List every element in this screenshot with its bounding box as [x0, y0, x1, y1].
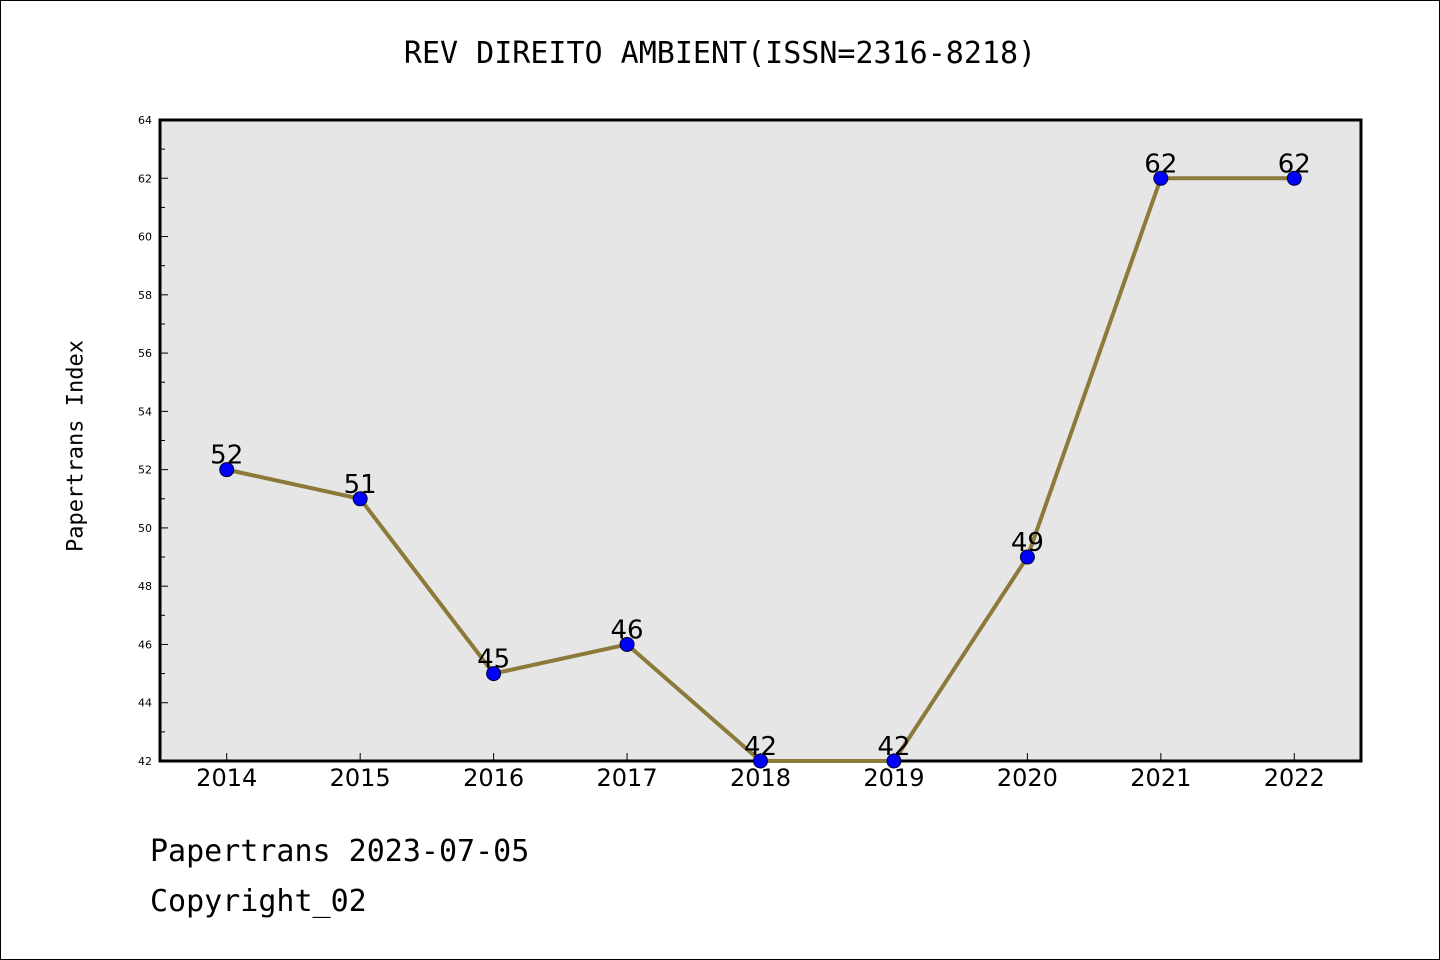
data-label: 62: [1278, 149, 1311, 179]
data-point: [1153, 170, 1169, 186]
x-tick-label: 2014: [196, 764, 257, 792]
data-point: [753, 753, 768, 769]
y-tick-label: 62: [138, 172, 152, 185]
y-tick-label: 46: [138, 638, 152, 651]
data-label: 45: [477, 645, 510, 675]
y-tick-label: 52: [138, 464, 152, 477]
x-tick-label: 2022: [1264, 764, 1325, 792]
x-tick-label: 2017: [597, 764, 658, 792]
y-tick-label: 50: [138, 522, 152, 535]
x-tick-label: 2018: [730, 764, 791, 792]
y-tick-label: 64: [138, 114, 152, 127]
data-point: [219, 462, 235, 478]
data-label: 52: [210, 441, 243, 471]
footer-date: Papertrans 2023-07-05: [150, 834, 530, 869]
x-tick-label: 2019: [863, 764, 924, 792]
x-tick-label: 2015: [330, 764, 391, 792]
data-point: [886, 753, 902, 769]
y-axis-ticks: 42 44 46 48 50 52 54 56 58 60 62 64: [138, 114, 168, 768]
x-axis-ticks: 2014 2015 2016 2017 2018 2019 2020 2021 2022: [196, 753, 1325, 792]
footer-copyright: Copyright_02: [150, 884, 367, 919]
y-tick-label: 58: [138, 289, 152, 302]
y-tick-label: 42: [138, 755, 152, 768]
x-tick-label: 2021: [1130, 764, 1191, 792]
x-tick-label: 2016: [463, 764, 524, 792]
data-point: [486, 666, 502, 682]
data-label: 62: [1144, 149, 1177, 179]
data-label: 46: [611, 615, 644, 645]
y-tick-label: 54: [138, 405, 152, 418]
y-tick-label: 60: [138, 231, 152, 244]
data-label: 49: [1011, 528, 1044, 558]
data-label: 51: [344, 470, 377, 500]
data-point: [352, 491, 368, 507]
x-tick-label: 2020: [997, 764, 1058, 792]
data-point: [1019, 549, 1035, 565]
data-label: 42: [744, 732, 777, 762]
y-tick-label: 56: [138, 347, 152, 360]
plot-area: [158, 118, 1363, 763]
data-label: 42: [877, 732, 910, 762]
chart-title: REV DIREITO AMBIENT(ISSN=2316-8218): [403, 36, 1037, 71]
data-point: [619, 636, 635, 652]
y-tick-label: 44: [138, 697, 152, 710]
y-tick-label: 48: [138, 580, 152, 593]
data-point: [1286, 170, 1302, 186]
series-group: 52 51 45 46 42 42 49 62 62: [210, 149, 1311, 769]
